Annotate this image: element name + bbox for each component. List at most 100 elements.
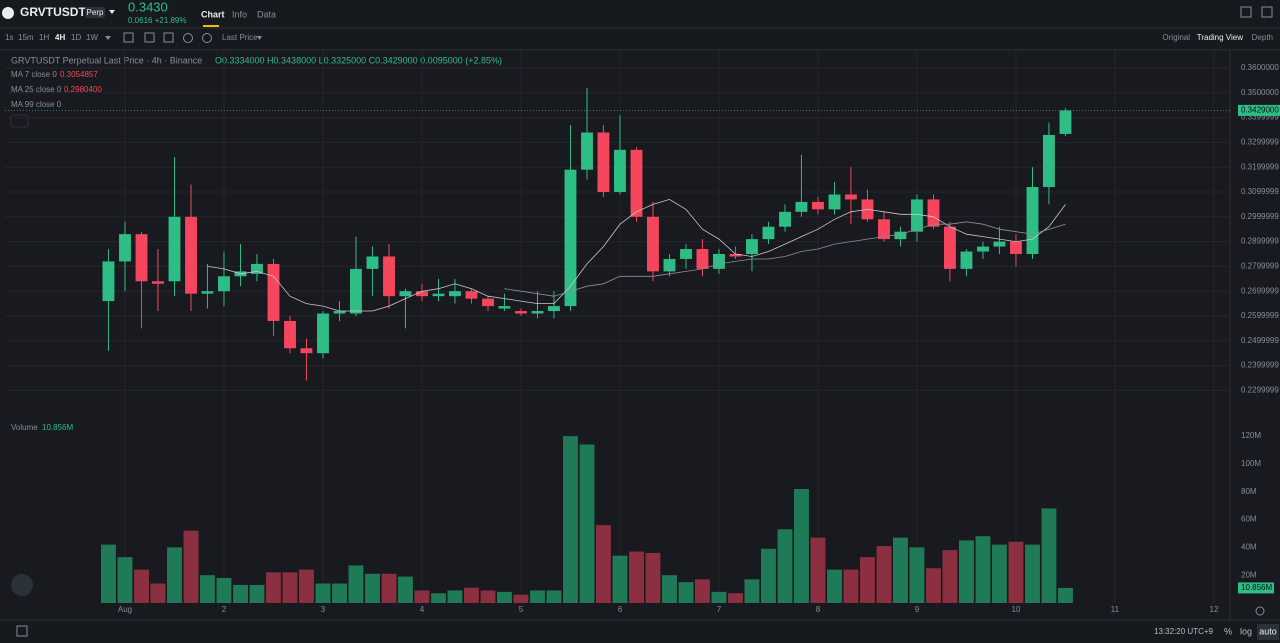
symbol[interactable]: GRVTUSDT <box>20 5 86 19</box>
scale-button[interactable]: % <box>1224 626 1232 636</box>
dropdown-icon[interactable] <box>257 36 262 40</box>
scale-button-bg <box>1257 624 1279 640</box>
volume-bar <box>398 576 413 603</box>
badge-bg <box>85 7 105 18</box>
x-tick-label: 10 <box>1012 605 1021 614</box>
candle-body <box>663 258 676 272</box>
tool-icon[interactable] <box>163 32 174 43</box>
candle-body <box>1059 110 1072 134</box>
x-tick-label: 9 <box>915 605 920 614</box>
volume-bar <box>431 593 446 603</box>
tab[interactable]: Data <box>257 9 276 19</box>
dropdown-icon[interactable] <box>109 10 115 14</box>
volume-bar <box>1025 544 1040 603</box>
y-tick-label: 0.2299999 <box>1241 386 1279 395</box>
view-option[interactable]: Depth <box>1252 33 1273 42</box>
candle-body <box>201 291 214 294</box>
candle-body <box>515 311 527 314</box>
settings-icon[interactable] <box>1261 6 1273 18</box>
volume-bar <box>728 593 743 603</box>
scale-button[interactable]: auto <box>1259 626 1277 636</box>
tab[interactable]: Info <box>232 9 247 19</box>
tool-icon[interactable] <box>202 33 212 43</box>
tool-icon[interactable] <box>123 32 134 43</box>
candle-body <box>1042 134 1055 188</box>
dropdown-icon[interactable] <box>105 36 111 40</box>
volume-bar <box>711 591 727 603</box>
volume-bar <box>497 591 512 603</box>
x-tick-label: 12 <box>1210 605 1219 614</box>
last-price-tag <box>1238 104 1280 116</box>
volume-bar <box>299 569 314 603</box>
calendar-icon[interactable] <box>16 625 28 637</box>
y2-tick-label: 120M <box>1241 431 1261 440</box>
x-tick-label: 7 <box>717 605 722 614</box>
volume-bar <box>183 530 199 603</box>
candle-body <box>828 194 841 210</box>
ohlc-label: O0.3334000 H0.3438000 L0.3325000 C0.3429… <box>215 55 502 65</box>
candle-body <box>713 253 725 269</box>
x-tick-label: Aug <box>118 605 132 614</box>
y-tick-label: 0.2699999 <box>1241 286 1279 295</box>
volume-bar <box>150 583 166 603</box>
y-tick-label: 0.2799999 <box>1241 262 1279 271</box>
candle-body <box>911 199 923 232</box>
x-tick-label: 4 <box>420 605 425 614</box>
candle-body <box>333 311 346 314</box>
layout-icon[interactable] <box>1240 6 1252 18</box>
price-type[interactable]: Last Price <box>222 33 258 42</box>
candle-body <box>300 348 313 354</box>
candle-body <box>267 263 280 321</box>
collapse-button[interactable] <box>10 114 29 128</box>
candle-body <box>119 234 131 262</box>
volume-bar <box>991 544 1007 603</box>
candle-body <box>614 149 626 192</box>
volume-bar <box>662 575 677 603</box>
volume-bar <box>266 572 281 603</box>
volume-bar <box>827 569 842 603</box>
view-option[interactable]: Trading View <box>1197 33 1243 42</box>
candle-body <box>531 311 544 314</box>
volume-bar <box>546 590 562 603</box>
x-tick-label: 3 <box>321 605 326 614</box>
volume-bar <box>793 488 809 603</box>
candle-body <box>993 241 1006 247</box>
x-tick-label: 11 <box>1111 605 1120 614</box>
tab[interactable]: Chart <box>201 9 225 19</box>
x-tick-label: 5 <box>519 605 524 614</box>
y2-tick-label: 100M <box>1241 459 1261 468</box>
tv-logo[interactable] <box>11 574 33 596</box>
volume-bar <box>530 590 545 603</box>
interval[interactable]: 4H <box>55 33 65 42</box>
tool-icon[interactable] <box>183 33 193 43</box>
volume-bar <box>959 540 974 603</box>
scale-button[interactable]: log <box>1240 626 1252 636</box>
interval[interactable]: 15m <box>18 33 34 42</box>
ma-value: 0.3054857 <box>60 70 98 79</box>
interval[interactable]: 1s <box>5 33 13 42</box>
volume-bar <box>1041 508 1057 603</box>
volume-bar <box>876 545 892 603</box>
interval[interactable]: 1D <box>71 33 81 42</box>
interval[interactable]: 1W <box>86 33 98 42</box>
clock: 13:32:20 UTC+9 <box>1154 627 1213 636</box>
candle-body <box>943 226 956 269</box>
interval[interactable]: 1H <box>39 33 49 42</box>
ma-legend: MA 25 close 0 <box>11 85 62 94</box>
volume-bar <box>216 577 232 603</box>
candle-body <box>729 253 742 257</box>
volume-bar <box>629 551 644 603</box>
view-option[interactable]: Original <box>1162 33 1190 42</box>
price: 0.3430 <box>128 0 168 14</box>
candle-body <box>960 251 973 269</box>
candle-body <box>927 199 940 227</box>
candle-body <box>366 256 379 269</box>
candle-body <box>432 293 445 297</box>
tool-icon[interactable] <box>144 32 155 43</box>
volume-bar <box>381 573 397 603</box>
volume-bar <box>975 536 991 603</box>
settings-icon[interactable] <box>1255 606 1265 616</box>
volume-tag <box>1238 582 1274 594</box>
ma-value: 0.2980400 <box>64 85 102 94</box>
